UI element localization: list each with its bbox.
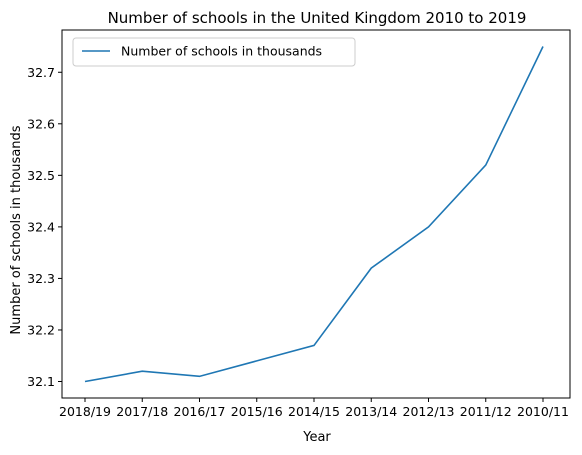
chart-title: Number of schools in the United Kingdom … <box>108 9 527 27</box>
y-tick-label: 32.5 <box>27 168 55 183</box>
y-tick-label: 32.3 <box>27 271 55 286</box>
x-tick-label: 2016/17 <box>174 404 226 419</box>
legend: Number of schools in thousands <box>72 37 356 67</box>
x-axis-label: Year <box>302 430 331 445</box>
x-tick-label: 2015/16 <box>231 404 283 419</box>
plot-area: 32.1 32.2 32.3 32.4 32.5 32.6 32.7 2018/19 2017… <box>27 29 571 419</box>
y-tick-label: 32.7 <box>27 65 55 80</box>
series-line <box>84 46 544 383</box>
x-tick-label: 2011/12 <box>460 404 512 419</box>
y-tick-label: 32.6 <box>27 116 55 131</box>
x-tick-label: 2013/14 <box>345 404 397 419</box>
x-tick-label: 2017/18 <box>116 404 168 419</box>
y-tick-label: 32.2 <box>27 322 55 337</box>
y-tick-label: 32.1 <box>27 374 55 389</box>
axes-frame <box>61 29 571 399</box>
x-tick-label: 2018/19 <box>59 404 111 419</box>
x-axis: 2018/19 2017/18 2016/17 2015/16 2014/15 2013/… <box>59 398 569 419</box>
legend-label: Number of schools in thousands <box>121 44 322 59</box>
x-tick-label: 2014/15 <box>288 404 340 419</box>
y-axis: 32.1 32.2 32.3 32.4 32.5 32.6 32.7 <box>27 65 62 389</box>
legend-box <box>72 37 356 67</box>
x-tick-label: 2010/11 <box>517 404 569 419</box>
x-tick-label: 2012/13 <box>403 404 455 419</box>
y-tick-label: 32.4 <box>27 219 55 234</box>
y-axis-label: Number of schools in thousands <box>9 125 24 334</box>
